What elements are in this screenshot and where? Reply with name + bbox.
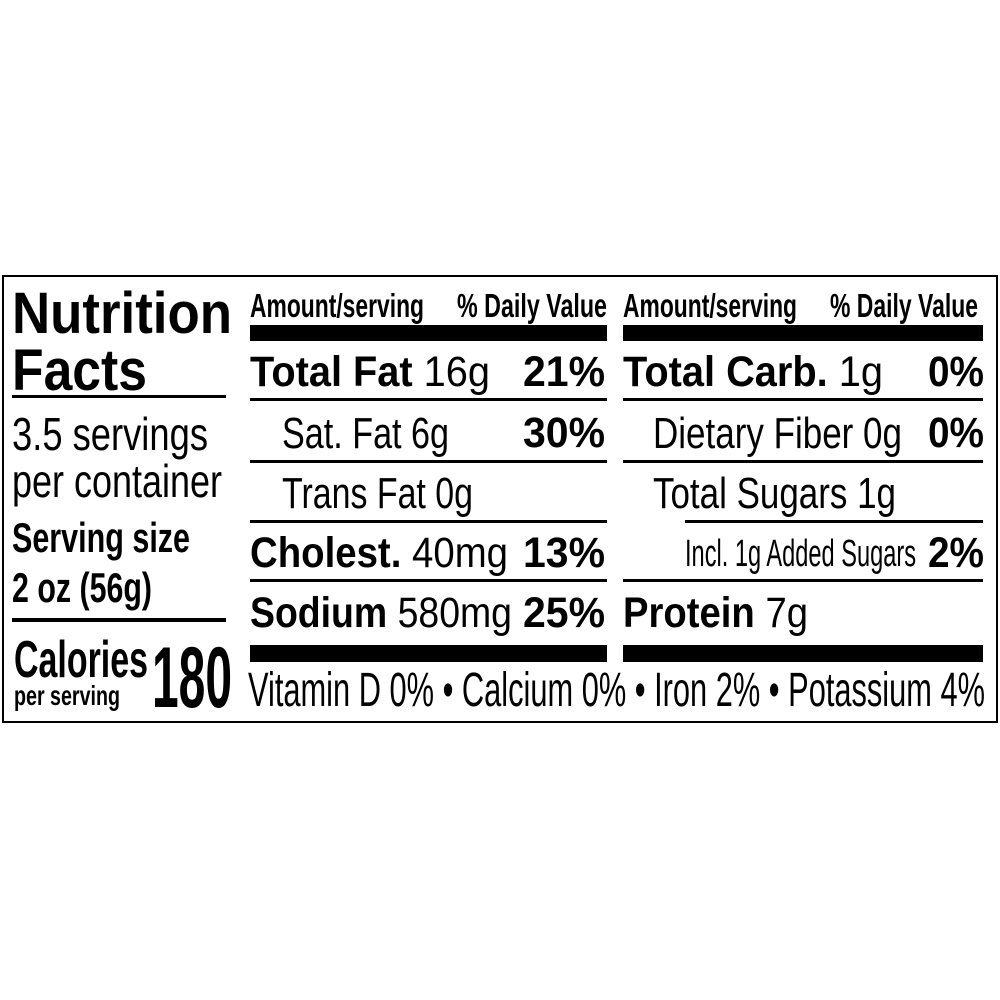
amount-serving-header-right: Amount/serving	[623, 287, 797, 324]
added-sugars-row: Incl. 1g Added Sugars	[685, 533, 916, 575]
sodium-dv: 25%	[523, 589, 605, 637]
divider	[623, 398, 983, 401]
total-sugars-row: Total Sugars 1g	[653, 469, 896, 518]
thick-bar	[250, 645, 607, 662]
divider	[250, 579, 607, 582]
added-sugars-dv: 2%	[928, 529, 984, 577]
amount-serving-header: Amount/serving	[250, 287, 424, 324]
thick-bar	[250, 325, 607, 341]
sodium-row: Sodium 580mg	[250, 589, 512, 637]
dietary-fiber-row: Dietary Fiber 0g	[653, 409, 902, 458]
total-carb-row: Total Carb. 1g	[623, 348, 883, 396]
sat-fat-dv: 30%	[523, 409, 605, 457]
divider	[12, 395, 226, 398]
thick-bar	[623, 325, 983, 341]
divider	[623, 579, 983, 582]
divider	[12, 618, 226, 622]
daily-value-header: % Daily Value	[457, 287, 607, 324]
serving-size-value: 2 oz (56g)	[12, 564, 152, 611]
protein-row: Protein 7g	[623, 589, 808, 637]
title-facts: Facts	[12, 338, 147, 403]
cholesterol-dv: 13%	[523, 529, 605, 577]
vitamins-minerals: Vitamin D 0% • Calcium 0% • Iron 2% • Po…	[248, 664, 985, 717]
servings-per-container: per container	[12, 455, 222, 507]
daily-value-header-right: % Daily Value	[830, 287, 978, 324]
serving-size-label: Serving size	[12, 514, 190, 561]
nutrition-facts-label	[2, 275, 998, 723]
divider	[250, 398, 607, 401]
thick-bar	[623, 645, 983, 662]
calories-label: Calories	[14, 631, 148, 689]
servings-count: 3.5 servings	[12, 408, 208, 460]
total-carb-dv: 0%	[928, 348, 984, 396]
dietary-fiber-dv: 0%	[928, 409, 984, 457]
sat-fat-row: Sat. Fat 6g	[282, 409, 449, 458]
title-nutrition: Nutrition	[12, 281, 232, 346]
calories-per-serving: per serving	[14, 680, 120, 711]
total-fat-row: Total Fat 16g	[250, 348, 490, 396]
divider	[623, 460, 983, 463]
divider	[250, 460, 607, 463]
trans-fat-row: Trans Fat 0g	[282, 469, 473, 518]
total-fat-dv: 21%	[523, 348, 605, 396]
divider	[250, 520, 607, 523]
calories-value: 180	[152, 630, 232, 726]
cholesterol-row: Cholest. 40mg	[250, 529, 508, 577]
divider	[685, 520, 983, 523]
